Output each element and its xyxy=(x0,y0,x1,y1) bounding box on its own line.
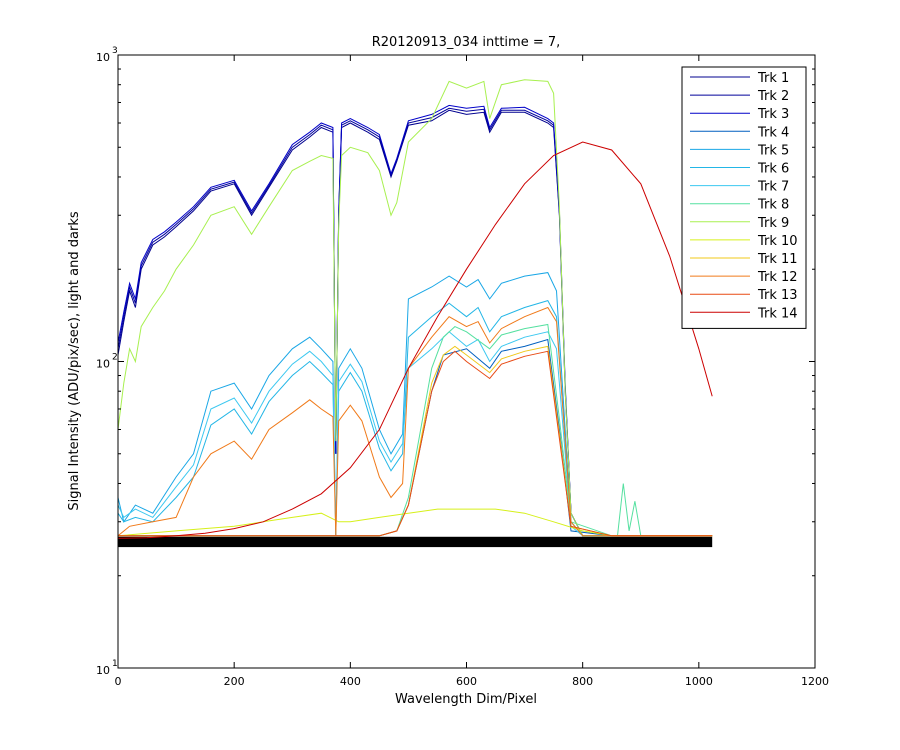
series-line-12 xyxy=(117,306,713,537)
series-line-14 xyxy=(117,141,713,539)
series-line-9 xyxy=(117,79,713,537)
dark-frames-fill xyxy=(118,536,713,548)
x-tick-label: 400 xyxy=(340,675,361,688)
x-tick-label: 600 xyxy=(456,675,477,688)
y-tick-exponent: 1 xyxy=(112,659,118,669)
series-line-6 xyxy=(117,300,713,537)
legend-label: Trk 7 xyxy=(757,180,789,195)
legend-label: Trk 4 xyxy=(757,125,789,140)
x-tick-label: 800 xyxy=(572,675,593,688)
legend-label: Trk 6 xyxy=(757,162,789,177)
legend-label: Trk 14 xyxy=(757,306,798,321)
y-tick-label: 10 xyxy=(96,358,110,371)
legend-label: Trk 2 xyxy=(757,89,789,104)
x-tick-label: 200 xyxy=(224,675,245,688)
series-line-13 xyxy=(118,350,713,537)
y-tick-exponent: 3 xyxy=(112,46,118,56)
legend-box xyxy=(681,66,807,329)
x-tick-label: 1200 xyxy=(801,675,829,688)
legend-label: Trk 1 xyxy=(757,71,789,86)
x-tick-label: 1000 xyxy=(685,675,713,688)
legend-label: Trk 3 xyxy=(757,107,789,122)
legend-label: Trk 8 xyxy=(757,198,789,213)
series-layer xyxy=(117,79,713,539)
x-axis-label: Wavelength Dim/Pixel xyxy=(395,692,537,707)
chart-title: R20120913_034 inttime = 7, xyxy=(372,35,561,50)
y-axis-label: Signal Intensity (ADU/pix/sec), light an… xyxy=(67,211,82,510)
y-tick-label: 10 xyxy=(96,664,110,677)
x-axis: 0 200 400 600 800 1000 1200 xyxy=(115,55,829,688)
legend-label: Trk 10 xyxy=(757,234,798,249)
y-tick-exponent: 2 xyxy=(112,353,118,363)
legend-label: Trk 13 xyxy=(757,288,798,303)
legend: Trk 1 Trk 2 Trk 3 Trk 4 Trk 5 Trk 6 Trk 7 Trk 8… xyxy=(681,66,807,329)
dark-frames-band xyxy=(118,536,713,548)
legend-label: Trk 11 xyxy=(757,252,798,267)
legend-label: Trk 9 xyxy=(757,216,789,231)
legend-label: Trk 5 xyxy=(757,143,789,158)
y-tick-label: 10 xyxy=(96,51,110,64)
x-tick-label: 0 xyxy=(115,675,122,688)
legend-label: Trk 12 xyxy=(757,270,798,285)
series-line-5 xyxy=(117,272,713,537)
